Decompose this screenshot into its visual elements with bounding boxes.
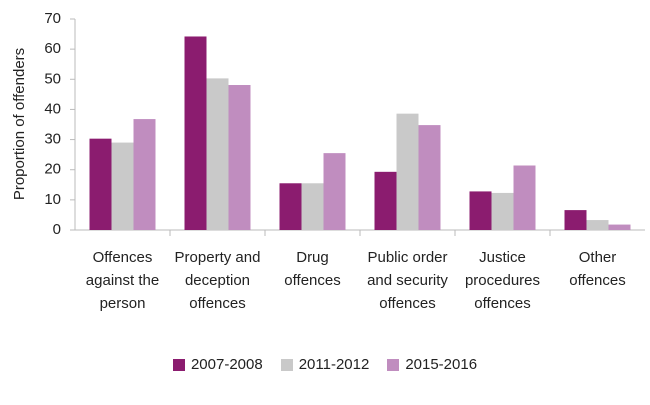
legend-swatch	[387, 358, 400, 371]
y-axis-label: Proportion of offenders	[11, 48, 28, 200]
y-tick-label: 30	[44, 131, 61, 148]
bar	[374, 171, 397, 230]
x-tick-label: Drug offences	[284, 249, 341, 289]
bar	[469, 191, 492, 230]
bar	[89, 138, 112, 230]
legend-swatch	[172, 358, 185, 371]
legend-item: 2007-2008	[172, 356, 263, 373]
bar	[418, 125, 441, 230]
y-tick-label: 50	[44, 70, 61, 87]
bar	[491, 192, 514, 230]
bar	[279, 183, 302, 230]
x-tick-label: Property and deception offences	[174, 249, 261, 312]
y-tick-label: 10	[44, 191, 61, 208]
x-tick-label: Offences against the person	[85, 249, 160, 312]
bar	[564, 210, 587, 230]
bar	[184, 36, 207, 231]
legend-item: 2015-2016	[387, 356, 477, 373]
bar	[608, 224, 631, 230]
legend-swatch	[280, 358, 293, 371]
x-tick-label: Justice procedures offences	[464, 249, 541, 312]
legend-label: 2011-2012	[298, 356, 370, 373]
legend-item: 2011-2012	[280, 356, 370, 373]
y-tick-label: 70	[44, 10, 61, 27]
x-tick-label: Public order and security offences	[367, 249, 448, 312]
bar	[133, 119, 156, 230]
y-tick-label: 0	[53, 221, 61, 238]
bar	[396, 113, 419, 230]
legend-label: 2007-2008	[190, 356, 263, 373]
bar	[323, 153, 346, 230]
bar	[513, 165, 536, 230]
bar	[206, 78, 229, 230]
y-tick-label: 60	[44, 40, 61, 57]
bar	[111, 142, 134, 230]
x-tick-label: Other offences	[569, 249, 626, 289]
bar	[586, 220, 609, 230]
y-tick-label: 40	[44, 100, 61, 117]
bar	[301, 183, 324, 230]
legend: 2007-2008 2011-2012 2015-2016	[0, 356, 650, 373]
y-tick-label: 20	[44, 161, 61, 178]
bar	[228, 85, 251, 231]
legend-label: 2015-2016	[405, 356, 478, 373]
